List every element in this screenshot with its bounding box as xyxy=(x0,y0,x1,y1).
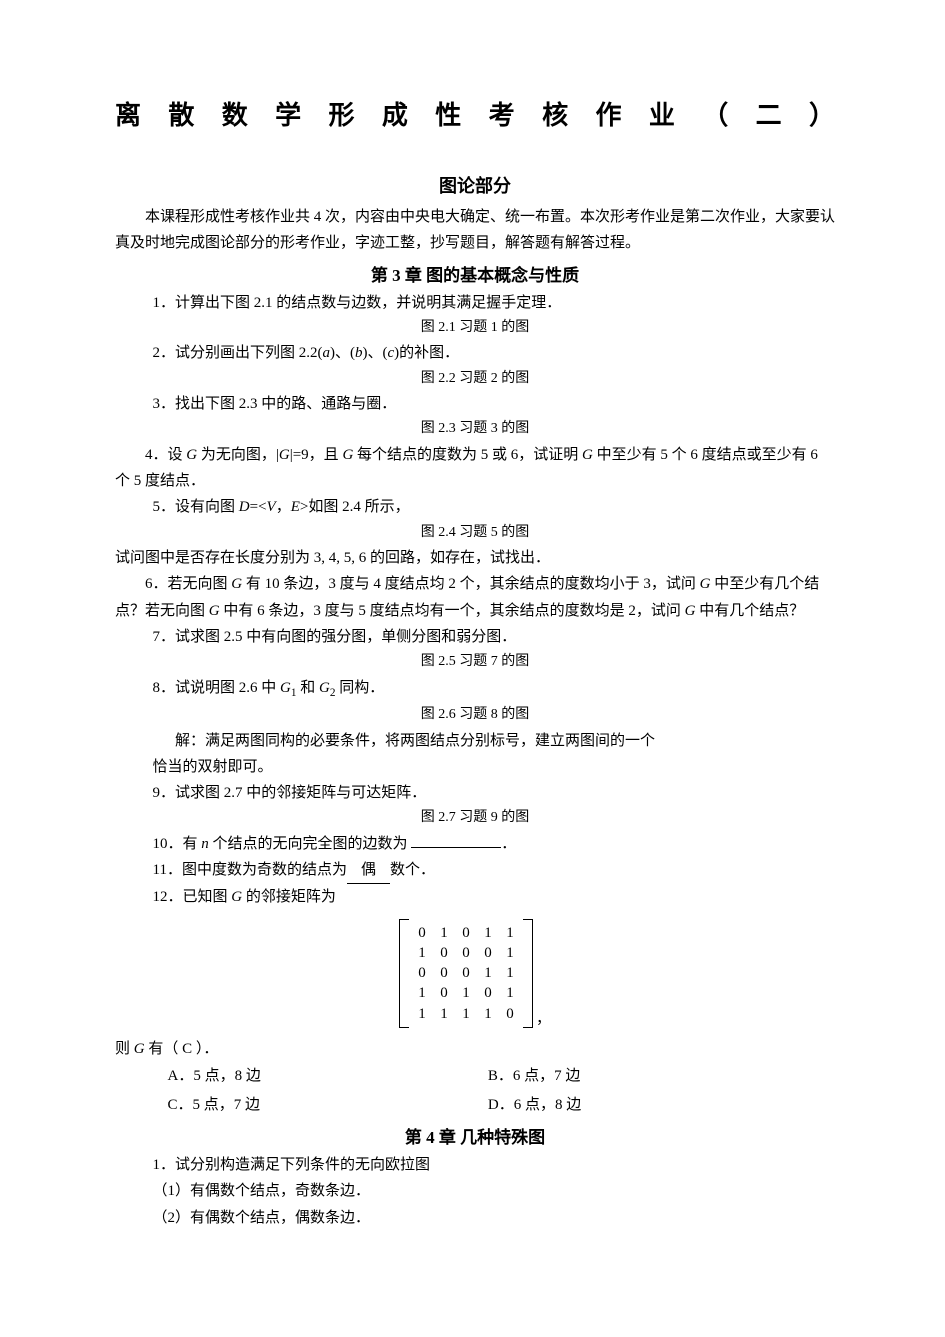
blank-q11: 偶 xyxy=(347,857,390,884)
question-3: 3．找出下图 2.3 中的路、通路与圈． xyxy=(115,391,835,417)
question-5: 5．设有向图 D=<V，E>如图 2.4 所示， xyxy=(115,494,835,520)
letter-b: b xyxy=(355,345,363,361)
figure-caption-2-1: 图 2.1 习题 1 的图 xyxy=(115,316,835,341)
c4-question-1: 1．试分别构造满足下列条件的无向欧拉图 xyxy=(115,1152,835,1178)
q4-d: 每个结点的度数为 5 或 6，试证明 xyxy=(353,447,582,463)
q4-b: 为无向图，| xyxy=(197,447,279,463)
q2-text-b: )、( xyxy=(330,345,355,361)
option-c: C．5 点，7 边 xyxy=(168,1091,488,1120)
question-12: 12．已知图 G 的邻接矩阵为 xyxy=(115,884,835,910)
section-title: 图论部分 xyxy=(115,172,835,198)
chapter3-title: 第 3 章 图的基本概念与性质 xyxy=(115,261,835,286)
q11-b: 数个． xyxy=(390,862,435,878)
matrix-row: 01011 xyxy=(417,923,515,943)
options-list: A．5 点，8 边 B．6 点，7 边 C．5 点，7 边 D．6 点，8 边 xyxy=(115,1062,835,1119)
sym-G9: G xyxy=(280,680,291,696)
figure-caption-2-4: 图 2.4 习题 5 的图 xyxy=(115,521,835,546)
c4-question-1-1: （1）有偶数个结点，奇数条边． xyxy=(115,1178,835,1204)
q10-b: 个结点的无向完全图的边数为 xyxy=(209,836,412,852)
sym-G8: G xyxy=(685,603,696,619)
sym-n: n xyxy=(201,836,209,852)
option-a: A．5 点，8 边 xyxy=(168,1062,488,1091)
sym-D: D xyxy=(239,499,250,515)
q4-a: 4．设 xyxy=(145,447,186,463)
question-6: 6．若无向图 G 有 10 条边，3 度与 4 度结点均 2 个，其余结点的度数… xyxy=(115,571,835,624)
sym-G7: G xyxy=(209,603,220,619)
question-11: 11．图中度数为奇数的结点为偶数个． xyxy=(115,857,835,884)
intro-paragraph: 本课程形成性考核作业共 4 次，内容由中央电大确定、统一布置。本次形考作业是第二… xyxy=(115,204,835,257)
q6-a: 6．若无向图 xyxy=(145,576,231,592)
question-2: 2．试分别画出下列图 2.2(a)、(b)、(c)的补图． xyxy=(115,340,835,366)
q2-text-a: 2．试分别画出下列图 2.2( xyxy=(153,345,323,361)
figure-caption-2-2: 图 2.2 习题 2 的图 xyxy=(115,367,835,392)
matrix-row: 00011 xyxy=(417,963,515,983)
q11-a: 11．图中度数为奇数的结点为 xyxy=(153,862,347,878)
blank-q10 xyxy=(411,832,501,848)
sym-G2: G xyxy=(279,447,290,463)
sym-G5: G xyxy=(231,576,242,592)
sym-G10: G xyxy=(319,680,330,696)
sym-G11: G xyxy=(231,889,242,905)
figure-caption-2-7: 图 2.7 习题 9 的图 xyxy=(115,806,835,831)
question-12-conclusion: 则 G 有（ C ）． xyxy=(115,1036,835,1062)
question-1: 1．计算出下图 2.1 的结点数与边数，并说明其满足握手定理． xyxy=(115,290,835,316)
sym-G4: G xyxy=(582,447,593,463)
q2-text-d: )的补图． xyxy=(394,345,459,361)
question-10: 10．有 n 个结点的无向完全图的边数为 ． xyxy=(115,831,835,857)
question-7: 7．试求图 2.5 中有向图的强分图，单侧分图和弱分图． xyxy=(115,624,835,650)
q10-a: 10．有 xyxy=(153,836,202,852)
question-5-line2: 试问图中是否存在长度分别为 3, 4, 5, 6 的回路，如存在，试找出． xyxy=(115,545,835,571)
question-8-solution-1: 解：满足两图同构的必要条件，将两图结点分别标号，建立两图间的一个 xyxy=(115,728,835,754)
page: 离 散 数 学 形 成 性 考 核 作 业 （ 二 ） 图论部分 本课程形成性考… xyxy=(0,0,945,1337)
figure-caption-2-6: 图 2.6 习题 8 的图 xyxy=(115,703,835,728)
q12c-b: 有（ C ）． xyxy=(145,1041,219,1057)
q4-c: |=9，且 xyxy=(290,447,343,463)
question-8: 8．试说明图 2.6 中 G1 和 G2 同构． xyxy=(115,675,835,704)
q8-c: 同构． xyxy=(335,680,384,696)
bracket-left-icon xyxy=(399,919,409,1028)
bracket-right-icon xyxy=(523,919,533,1028)
question-8-solution-2: 恰当的双射即可。 xyxy=(115,754,835,780)
sym-E: E xyxy=(291,499,300,515)
q12-a: 12．已知图 xyxy=(153,889,232,905)
q5-a: 5．设有向图 xyxy=(153,499,239,515)
chapter4-title: 第 4 章 几种特殊图 xyxy=(115,1123,835,1148)
q12c-a: 则 xyxy=(115,1041,134,1057)
main-title: 离 散 数 学 形 成 性 考 核 作 业 （ 二 ） xyxy=(115,95,835,132)
matrix-row: 10001 xyxy=(417,943,515,963)
question-9: 9．试求图 2.7 中的邻接矩阵与可达矩阵． xyxy=(115,780,835,806)
sym-V: V xyxy=(267,499,276,515)
q6-e: 中有几个结点？ xyxy=(695,603,804,619)
q5-c: >如图 2.4 所示， xyxy=(300,499,410,515)
matrix-comma: ， xyxy=(536,1007,551,1028)
matrix-body: 01011 10001 00011 10101 11110 xyxy=(409,919,523,1028)
matrix-row: 11110 xyxy=(417,1004,515,1024)
q8-a: 8．试说明图 2.6 中 xyxy=(153,680,281,696)
q8-b: 和 xyxy=(296,680,319,696)
q2-text-c: )、( xyxy=(363,345,388,361)
sym-G6: G xyxy=(700,576,711,592)
comma: ， xyxy=(276,499,291,515)
sym-G: G xyxy=(186,447,197,463)
matrix-row: 10101 xyxy=(417,983,515,1003)
q6-b: 有 10 条边，3 度与 4 度结点均 2 个，其余结点的度数均小于 3，试问 xyxy=(242,576,700,592)
q5-b: =< xyxy=(250,499,267,515)
letter-a: a xyxy=(323,345,331,361)
q6-d: 中有 6 条边，3 度与 5 度结点均有一个，其余结点的度数均是 2，试问 xyxy=(220,603,685,619)
figure-caption-2-3: 图 2.3 习题 3 的图 xyxy=(115,417,835,442)
c4-question-1-2: （2）有偶数个结点，偶数条边． xyxy=(115,1205,835,1231)
option-d: D．6 点，8 边 xyxy=(488,1091,808,1120)
question-4: 4．设 G 为无向图，|G|=9，且 G 每个结点的度数为 5 或 6，试证明 … xyxy=(115,442,835,495)
sym-G3: G xyxy=(342,447,353,463)
sym-G12: G xyxy=(134,1041,145,1057)
option-b: B．6 点，7 边 xyxy=(488,1062,808,1091)
q12-b: 的邻接矩阵为 xyxy=(242,889,336,905)
figure-caption-2-5: 图 2.5 习题 7 的图 xyxy=(115,650,835,675)
adjacency-matrix: 01011 10001 00011 10101 11110 ， xyxy=(115,919,835,1028)
